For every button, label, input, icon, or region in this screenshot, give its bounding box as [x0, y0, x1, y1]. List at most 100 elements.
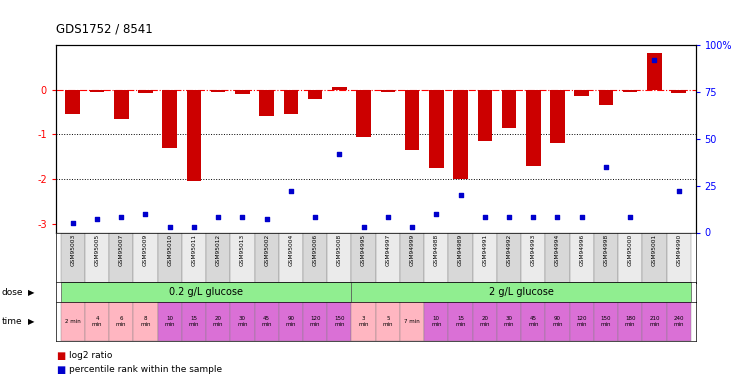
Text: 6
min: 6 min: [116, 316, 126, 327]
Point: [212, 214, 224, 220]
Text: ▶: ▶: [28, 288, 35, 297]
Bar: [206, 232, 231, 283]
Text: 20
min: 20 min: [480, 316, 490, 327]
Bar: [283, 90, 298, 114]
Bar: [545, 302, 570, 341]
Text: 2 min: 2 min: [65, 319, 80, 324]
Bar: [594, 232, 618, 283]
Text: GDS1752 / 8541: GDS1752 / 8541: [56, 22, 153, 36]
Bar: [570, 302, 594, 341]
Point: [333, 151, 345, 157]
Bar: [545, 232, 570, 283]
Bar: [332, 87, 347, 90]
Text: GSM95008: GSM95008: [337, 234, 341, 266]
Text: time: time: [1, 317, 22, 326]
Point: [188, 224, 200, 230]
Bar: [235, 90, 250, 94]
Bar: [351, 302, 376, 341]
Bar: [449, 302, 472, 341]
Bar: [497, 302, 521, 341]
Text: log2 ratio: log2 ratio: [69, 351, 112, 360]
Bar: [279, 302, 303, 341]
Bar: [424, 232, 449, 283]
Bar: [133, 232, 158, 283]
Bar: [114, 90, 129, 118]
Bar: [570, 232, 594, 283]
Bar: [211, 90, 225, 92]
Bar: [206, 302, 231, 341]
Bar: [376, 302, 400, 341]
Bar: [85, 302, 109, 341]
Bar: [521, 232, 545, 283]
Text: 7 min: 7 min: [404, 319, 420, 324]
Text: 180
min: 180 min: [625, 316, 635, 327]
Text: GSM94996: GSM94996: [580, 234, 584, 266]
Point: [237, 214, 248, 220]
Bar: [254, 232, 279, 283]
Point: [527, 214, 539, 220]
Point: [358, 224, 370, 230]
Text: GSM95001: GSM95001: [652, 234, 657, 266]
Bar: [279, 232, 303, 283]
Point: [649, 57, 661, 63]
Text: GSM94993: GSM94993: [530, 234, 536, 266]
Bar: [61, 282, 351, 302]
Text: GSM94988: GSM94988: [434, 234, 439, 266]
Text: 10
min: 10 min: [164, 316, 175, 327]
Bar: [162, 90, 177, 148]
Point: [140, 211, 152, 217]
Bar: [667, 232, 690, 283]
Bar: [497, 232, 521, 283]
Bar: [667, 302, 690, 341]
Text: GSM94999: GSM94999: [410, 234, 414, 266]
Bar: [303, 232, 327, 283]
Text: GSM94989: GSM94989: [458, 234, 463, 266]
Point: [479, 214, 491, 220]
Text: GSM95000: GSM95000: [628, 234, 632, 266]
Text: 0.2 g/L glucose: 0.2 g/L glucose: [169, 287, 243, 297]
Bar: [599, 90, 613, 105]
Bar: [158, 302, 182, 341]
Bar: [472, 302, 497, 341]
Text: GSM95010: GSM95010: [167, 234, 172, 266]
Bar: [642, 232, 667, 283]
Bar: [574, 90, 589, 96]
Bar: [618, 232, 642, 283]
Text: GSM94997: GSM94997: [385, 234, 391, 266]
Bar: [405, 90, 420, 150]
Bar: [133, 302, 158, 341]
Text: 30
min: 30 min: [237, 316, 248, 327]
Bar: [85, 232, 109, 283]
Text: 30
min: 30 min: [504, 316, 514, 327]
Point: [67, 220, 79, 226]
Text: GSM94992: GSM94992: [507, 234, 512, 266]
Text: 45
min: 45 min: [261, 316, 272, 327]
Text: dose: dose: [1, 288, 23, 297]
Point: [310, 214, 321, 220]
Text: GSM95003: GSM95003: [70, 234, 75, 266]
Text: GSM95009: GSM95009: [143, 234, 148, 266]
Text: GSM94991: GSM94991: [482, 234, 487, 266]
Point: [673, 188, 684, 194]
Text: 240
min: 240 min: [673, 316, 684, 327]
Text: GSM95005: GSM95005: [94, 234, 100, 266]
Bar: [453, 90, 468, 179]
Text: GSM95007: GSM95007: [119, 234, 124, 266]
Text: GSM95004: GSM95004: [289, 234, 293, 266]
Bar: [449, 232, 472, 283]
Bar: [424, 302, 449, 341]
Text: 45
min: 45 min: [528, 316, 539, 327]
Text: GSM95012: GSM95012: [216, 234, 221, 266]
Bar: [429, 90, 443, 168]
Bar: [521, 302, 545, 341]
Bar: [327, 232, 351, 283]
Bar: [231, 302, 254, 341]
Bar: [138, 90, 153, 93]
Point: [382, 214, 394, 220]
Bar: [381, 90, 395, 92]
Bar: [303, 302, 327, 341]
Bar: [400, 302, 424, 341]
Bar: [647, 53, 661, 90]
Text: ■: ■: [56, 365, 65, 375]
Point: [576, 214, 588, 220]
